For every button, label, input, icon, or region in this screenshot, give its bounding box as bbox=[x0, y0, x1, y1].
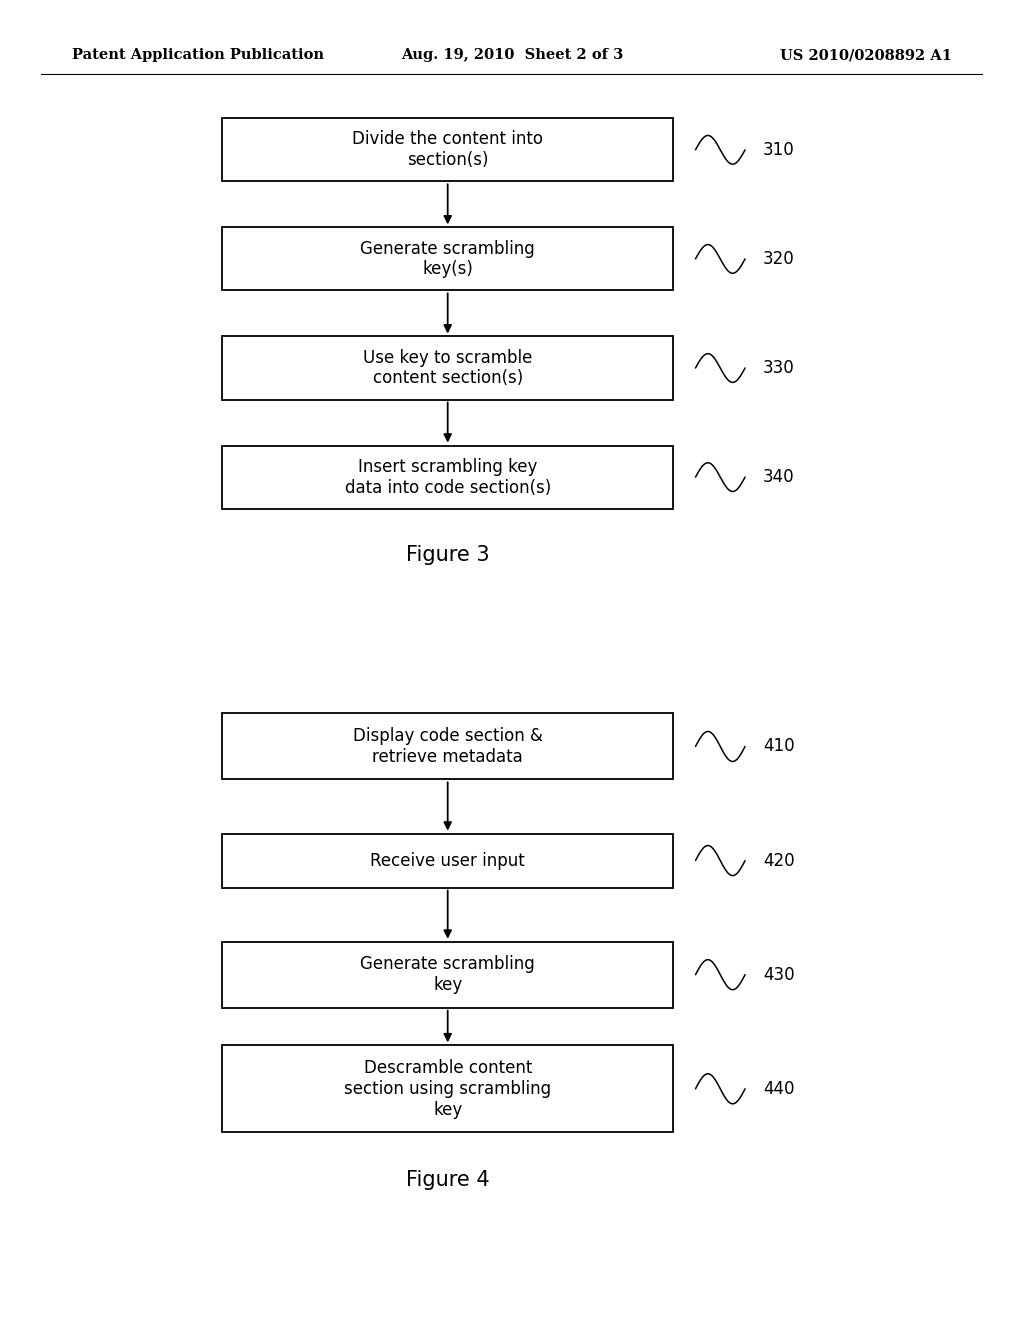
Text: 410: 410 bbox=[763, 738, 795, 755]
Text: 440: 440 bbox=[763, 1080, 795, 1098]
Text: Receive user input: Receive user input bbox=[371, 851, 525, 870]
FancyBboxPatch shape bbox=[222, 446, 673, 508]
Text: Generate scrambling
key: Generate scrambling key bbox=[360, 956, 536, 994]
Text: 320: 320 bbox=[763, 249, 795, 268]
FancyBboxPatch shape bbox=[222, 833, 673, 887]
Text: 330: 330 bbox=[763, 359, 795, 378]
Text: US 2010/0208892 A1: US 2010/0208892 A1 bbox=[780, 49, 952, 62]
Text: 310: 310 bbox=[763, 141, 795, 158]
FancyBboxPatch shape bbox=[222, 713, 673, 780]
Text: 420: 420 bbox=[763, 851, 795, 870]
Text: 430: 430 bbox=[763, 966, 795, 983]
Text: Figure 4: Figure 4 bbox=[406, 1171, 489, 1191]
Text: Patent Application Publication: Patent Application Publication bbox=[72, 49, 324, 62]
FancyBboxPatch shape bbox=[222, 119, 673, 181]
Text: Figure 3: Figure 3 bbox=[406, 545, 489, 565]
FancyBboxPatch shape bbox=[222, 1045, 673, 1133]
Text: Generate scrambling
key(s): Generate scrambling key(s) bbox=[360, 239, 536, 279]
FancyBboxPatch shape bbox=[222, 337, 673, 400]
FancyBboxPatch shape bbox=[222, 227, 673, 290]
Text: Divide the content into
section(s): Divide the content into section(s) bbox=[352, 131, 543, 169]
Text: Use key to scramble
content section(s): Use key to scramble content section(s) bbox=[362, 348, 532, 387]
Text: Descramble content
section using scrambling
key: Descramble content section using scrambl… bbox=[344, 1059, 551, 1118]
Text: Display code section &
retrieve metadata: Display code section & retrieve metadata bbox=[352, 727, 543, 766]
Text: 340: 340 bbox=[763, 469, 795, 486]
Text: Insert scrambling key
data into code section(s): Insert scrambling key data into code sec… bbox=[344, 458, 551, 496]
FancyBboxPatch shape bbox=[222, 941, 673, 1007]
Text: Aug. 19, 2010  Sheet 2 of 3: Aug. 19, 2010 Sheet 2 of 3 bbox=[400, 49, 624, 62]
